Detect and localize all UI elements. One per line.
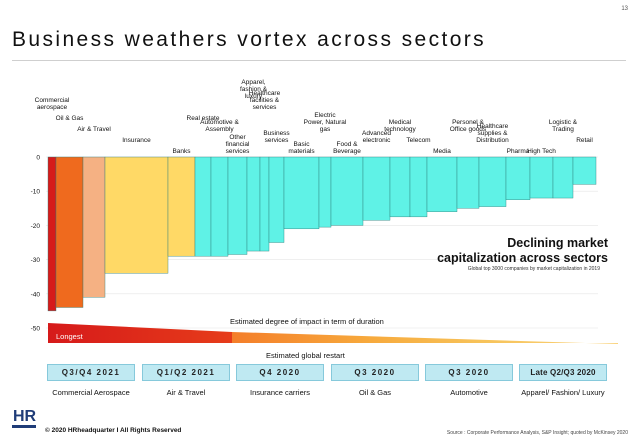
sector-chart: 0 -10 -20 -30 -40 -50 Commercial aerospace Oil …: [31, 79, 618, 344]
quarter-box-6: Late Q2/Q3 2020: [519, 364, 607, 381]
annotation-title: Declining market capitalization across s…: [437, 236, 608, 265]
annotation-subtitle: Global top 3000 companies by market capi…: [467, 266, 600, 272]
copyright-text: © 2020 HRheadquarter I All Rights Reserv…: [45, 427, 182, 434]
source-text: Source : Corporate Performance Analysis,…: [446, 430, 628, 436]
bar-20: [505, 156, 531, 200]
bar-9: [259, 156, 270, 252]
category-label: Food & Beverage: [333, 141, 361, 155]
category-label: Healthcare supplies & Distribution: [476, 123, 509, 144]
hr-logo-icon: HR: [12, 405, 36, 428]
category-label: Commercial aerospace: [35, 97, 70, 111]
category-label: Apparel, fashion & luxury: [240, 79, 268, 100]
category-labels: Commercial aerospace Oil & Gas Air & Travel…: [35, 79, 594, 155]
bar-13: [330, 156, 364, 226]
bar-6: [210, 156, 229, 257]
svg-text:HR: HR: [13, 408, 36, 425]
category-label: Logistic & Trading: [549, 119, 578, 133]
category-label: Other financial services: [226, 134, 251, 155]
category-label: Telecom: [406, 137, 430, 144]
y-tick-label: -40: [31, 291, 41, 298]
bar-4: [167, 156, 196, 257]
bar-1: [55, 156, 84, 308]
category-label: Healthcare facilities & services: [249, 90, 281, 111]
category-label: Advanced electronic: [362, 130, 391, 144]
bar-21: [529, 156, 554, 199]
bar-19: [478, 156, 507, 207]
bar-2: [82, 156, 106, 298]
bar-7: [227, 156, 248, 255]
restart-sector-3: Insurance carriers: [249, 388, 311, 397]
category-label: Media: [433, 148, 451, 155]
category-label: Pharma: [507, 148, 530, 155]
category-label: Business services: [263, 130, 290, 144]
longest-label: Longest: [56, 332, 83, 341]
quarter-box-4: Q3 2020: [331, 364, 419, 381]
y-tick-label: -30: [31, 257, 41, 264]
bar-15: [389, 156, 411, 218]
restart-sector-6: Apparel/ Fashion/ Luxury: [521, 388, 605, 397]
y-tick-label: 0: [36, 155, 40, 162]
impact-wedge-red: [48, 323, 232, 343]
y-tick-label: -10: [31, 189, 41, 196]
impact-duration-label: Estimated degree of impact in term of du…: [230, 317, 384, 326]
page-number: 13: [621, 6, 628, 12]
bar-8: [246, 156, 261, 252]
category-label: Banks: [172, 148, 191, 155]
quarter-box-2: Q1/Q2 2021: [142, 364, 230, 381]
bar-22: [552, 156, 574, 199]
category-label: Retail: [576, 137, 593, 144]
quarter-box-3: Q4 2020: [236, 364, 324, 381]
category-label: Electric Power, Natural gas: [304, 112, 347, 133]
category-label: Medical technology: [384, 119, 416, 133]
bar-5: [194, 156, 212, 257]
bar-12: [318, 156, 332, 228]
bar-18: [456, 156, 480, 209]
page-title: Business weathers vortex across sectors: [12, 28, 487, 51]
bars-layer: [47, 156, 597, 312]
y-tick-label: -50: [31, 326, 41, 333]
category-label: Personel & Office goods: [450, 119, 487, 133]
bar-23: [572, 156, 597, 185]
bar-0: [47, 156, 57, 312]
bar-11: [283, 156, 320, 230]
restart-sector-2: Air & Travel: [166, 388, 206, 397]
bar-10: [268, 156, 285, 243]
category-label: Air & Travel: [77, 126, 111, 133]
category-label: High Tech: [527, 148, 556, 155]
global-restart-label: Estimated global restart: [266, 351, 345, 360]
category-label: Automotive & Assembly: [200, 119, 239, 133]
restart-sector-5: Automotive: [450, 388, 488, 397]
category-label: Oil & Gas: [56, 115, 85, 122]
bar-17: [426, 156, 458, 212]
quarter-box-5: Q3 2020: [425, 364, 513, 381]
bar-16: [409, 156, 428, 218]
restart-sector-1: Commercial Aerospace: [52, 388, 130, 397]
impact-wedge-fade: [232, 332, 618, 344]
category-label: Basic materials: [288, 141, 315, 155]
category-label: Real estate: [187, 115, 220, 122]
y-tick-label: -20: [31, 223, 41, 230]
category-label: Insurance: [122, 137, 151, 144]
title-divider: [12, 60, 626, 61]
y-axis-ticks: 0 -10 -20 -30 -40 -50: [31, 155, 41, 333]
bar-14: [362, 156, 391, 221]
quarter-box-1: Q3/Q4 2021: [47, 364, 135, 381]
bar-3: [104, 156, 169, 274]
restart-sector-4: Oil & Gas: [358, 388, 392, 397]
